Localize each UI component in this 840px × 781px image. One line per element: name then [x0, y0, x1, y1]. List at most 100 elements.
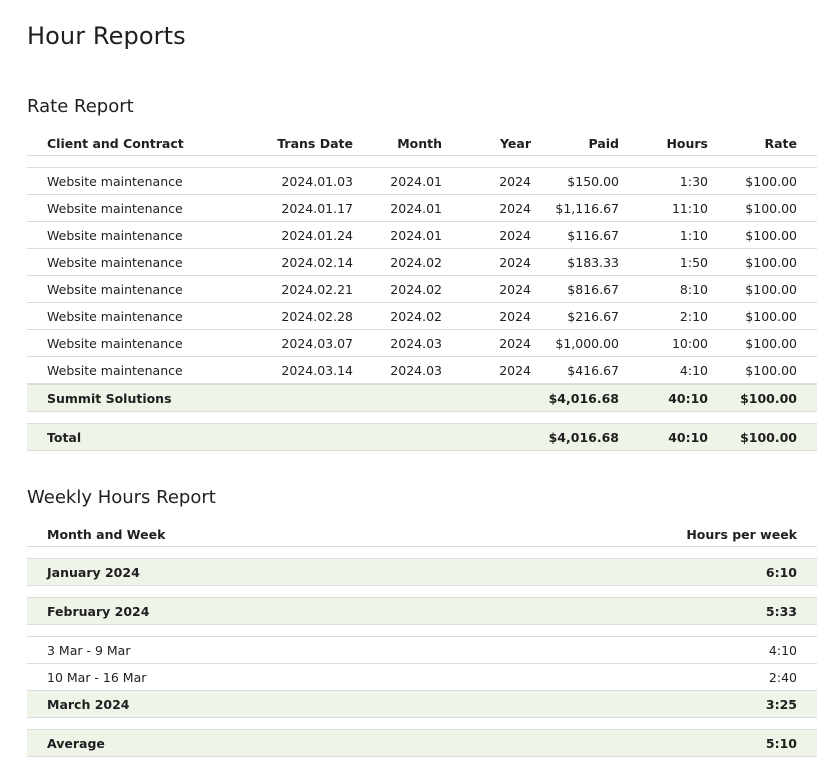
- cell-rate: $100.00: [745, 174, 797, 189]
- month-label: February 2024: [47, 604, 150, 619]
- cell-paid: $1,000.00: [555, 336, 619, 351]
- cell-client: Website maintenance: [47, 363, 183, 378]
- cell-month: 2024.01: [390, 201, 442, 216]
- total-paid: $4,016.68: [548, 430, 619, 445]
- week-row: 10 Mar - 16 Mar 2:40: [27, 664, 817, 691]
- cell-year: 2024: [499, 336, 531, 351]
- cell-paid: $150.00: [567, 174, 619, 189]
- rate-report-table: Client and Contract Trans Date Month Yea…: [27, 131, 817, 451]
- cell-trans-date: 2024.01.24: [281, 228, 353, 243]
- rate-report-header-row: Client and Contract Trans Date Month Yea…: [27, 131, 817, 156]
- table-spacer: [27, 625, 817, 637]
- col-year: Year: [500, 136, 531, 151]
- cell-trans-date: 2024.02.28: [281, 309, 353, 324]
- cell-hours: 8:10: [679, 282, 708, 297]
- cell-client: Website maintenance: [47, 201, 183, 216]
- total-row: Total $4,016.68 40:10 $100.00: [27, 423, 817, 451]
- col-rate: Rate: [764, 136, 797, 151]
- cell-month: 2024.02: [390, 282, 442, 297]
- subtotal-row: Summit Solutions $4,016.68 40:10 $100.00: [27, 384, 817, 412]
- col-paid: Paid: [588, 136, 620, 151]
- cell-trans-date: 2024.02.14: [281, 255, 353, 270]
- page-title: Hour Reports: [27, 22, 186, 50]
- cell-client: Website maintenance: [47, 228, 183, 243]
- month-row-february: February 2024 5:33: [27, 597, 817, 625]
- col-hours-per-week: Hours per week: [686, 527, 797, 542]
- weekly-report-title: Weekly Hours Report: [27, 487, 216, 508]
- subtotal-rate: $100.00: [740, 391, 797, 406]
- table-row: Website maintenance 2024.02.21 2024.02 2…: [27, 276, 817, 303]
- total-hours: 40:10: [668, 430, 708, 445]
- average-hours: 5:10: [765, 736, 797, 751]
- cell-trans-date: 2024.03.14: [281, 363, 353, 378]
- week-hours: 4:10: [768, 643, 797, 658]
- table-row: Website maintenance 2024.03.14 2024.03 2…: [27, 357, 817, 384]
- cell-rate: $100.00: [745, 201, 797, 216]
- cell-client: Website maintenance: [47, 309, 183, 324]
- cell-year: 2024: [499, 228, 531, 243]
- table-row: Website maintenance 2024.02.28 2024.02 2…: [27, 303, 817, 330]
- table-row: Website maintenance 2024.03.07 2024.03 2…: [27, 330, 817, 357]
- cell-trans-date: 2024.01.03: [281, 174, 353, 189]
- average-label: Average: [47, 736, 105, 751]
- week-row: 3 Mar - 9 Mar 4:10: [27, 637, 817, 664]
- cell-month: 2024.03: [390, 363, 442, 378]
- month-label: January 2024: [47, 565, 140, 580]
- cell-hours: 2:10: [679, 309, 708, 324]
- month-hours: 3:25: [765, 697, 797, 712]
- cell-month: 2024.01: [390, 174, 442, 189]
- subtotal-paid: $4,016.68: [548, 391, 619, 406]
- cell-rate: $100.00: [745, 228, 797, 243]
- subtotal-hours: 40:10: [668, 391, 708, 406]
- cell-month: 2024.03: [390, 336, 442, 351]
- week-hours: 2:40: [768, 670, 797, 685]
- cell-hours: 4:10: [679, 363, 708, 378]
- col-month-week: Month and Week: [47, 527, 166, 542]
- cell-year: 2024: [499, 309, 531, 324]
- cell-client: Website maintenance: [47, 336, 183, 351]
- table-row: Website maintenance 2024.01.24 2024.01 2…: [27, 222, 817, 249]
- rate-report-title: Rate Report: [27, 96, 134, 117]
- col-month: Month: [397, 136, 442, 151]
- table-row: Website maintenance 2024.02.14 2024.02 2…: [27, 249, 817, 276]
- cell-month: 2024.01: [390, 228, 442, 243]
- cell-paid: $216.67: [567, 309, 619, 324]
- table-row: Website maintenance 2024.01.03 2024.01 2…: [27, 168, 817, 195]
- weekly-header-row: Month and Week Hours per week: [27, 522, 817, 547]
- week-label: 3 Mar - 9 Mar: [47, 643, 131, 658]
- cell-paid: $116.67: [567, 228, 619, 243]
- col-client-contract: Client and Contract: [47, 136, 184, 151]
- cell-paid: $183.33: [567, 255, 619, 270]
- cell-rate: $100.00: [745, 309, 797, 324]
- weekly-report-table: Month and Week Hours per week January 20…: [27, 522, 817, 757]
- cell-trans-date: 2024.03.07: [281, 336, 353, 351]
- cell-hours: 10:00: [671, 336, 708, 351]
- cell-hours: 1:10: [679, 228, 708, 243]
- cell-paid: $1,116.67: [555, 201, 619, 216]
- cell-trans-date: 2024.02.21: [281, 282, 353, 297]
- week-label: 10 Mar - 16 Mar: [47, 670, 147, 685]
- month-hours: 6:10: [765, 565, 797, 580]
- cell-trans-date: 2024.01.17: [281, 201, 353, 216]
- cell-year: 2024: [499, 282, 531, 297]
- cell-rate: $100.00: [745, 336, 797, 351]
- col-trans-date: Trans Date: [277, 136, 353, 151]
- cell-client: Website maintenance: [47, 174, 183, 189]
- cell-rate: $100.00: [745, 255, 797, 270]
- cell-year: 2024: [499, 174, 531, 189]
- cell-client: Website maintenance: [47, 255, 183, 270]
- month-row-january: January 2024 6:10: [27, 558, 817, 586]
- cell-hours: 1:50: [679, 255, 708, 270]
- cell-hours: 11:10: [671, 201, 708, 216]
- cell-hours: 1:30: [679, 174, 708, 189]
- cell-month: 2024.02: [390, 255, 442, 270]
- cell-month: 2024.02: [390, 309, 442, 324]
- table-row: Website maintenance 2024.01.17 2024.01 2…: [27, 195, 817, 222]
- cell-year: 2024: [499, 363, 531, 378]
- col-hours: Hours: [666, 136, 708, 151]
- average-row: Average 5:10: [27, 729, 817, 757]
- month-row-march: March 2024 3:25: [27, 691, 817, 718]
- cell-paid: $816.67: [567, 282, 619, 297]
- month-label: March 2024: [47, 697, 130, 712]
